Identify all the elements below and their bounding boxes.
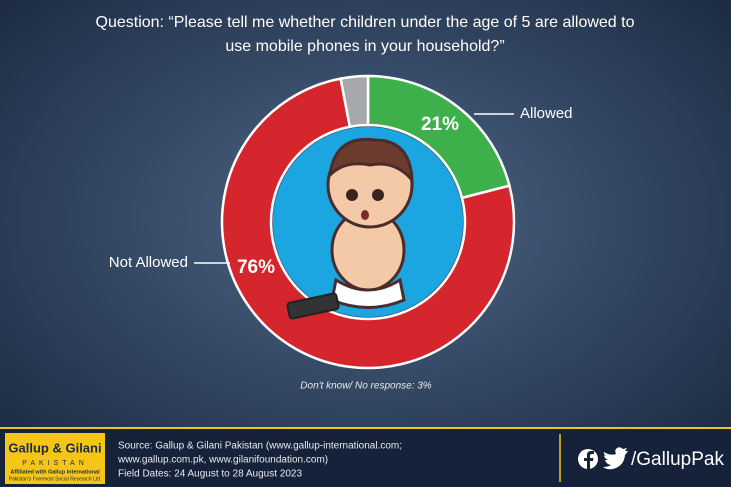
logo-name: Gallup & Gilani <box>8 440 101 455</box>
value-label: 76% <box>237 257 275 278</box>
baby-illustration <box>286 137 414 320</box>
category-label: Allowed <box>520 105 573 122</box>
logo-tagline: Affiliated with Gallup International <box>10 469 100 475</box>
donut-segment <box>220 77 516 370</box>
donut <box>220 74 516 370</box>
source-line: www.gallup.com.pk, www.gilanifoundation.… <box>117 455 328 466</box>
logo <box>5 433 105 484</box>
logo-tagline: Pakistan's Foremost Social Research Ltd. <box>9 476 102 482</box>
social-handle: /GallupPak <box>631 449 724 470</box>
source-line: Field Dates: 24 August to 28 August 2023 <box>118 469 302 480</box>
facebook-glyph <box>584 451 594 469</box>
category-label: Not Allowed <box>109 254 188 271</box>
value-label: 21% <box>421 114 459 135</box>
logo-sub: PAKISTAN <box>22 460 88 467</box>
title-line: use mobile phones in your household?” <box>225 38 504 55</box>
note: Don't know/ No response: 3% <box>300 381 432 392</box>
twitter-icon <box>603 447 628 470</box>
source-line: Source: Gallup & Gilani Pakistan (www.ga… <box>118 441 402 452</box>
donut-segment <box>339 74 370 129</box>
title-line: Question: “Please tell me whether childr… <box>96 14 635 31</box>
